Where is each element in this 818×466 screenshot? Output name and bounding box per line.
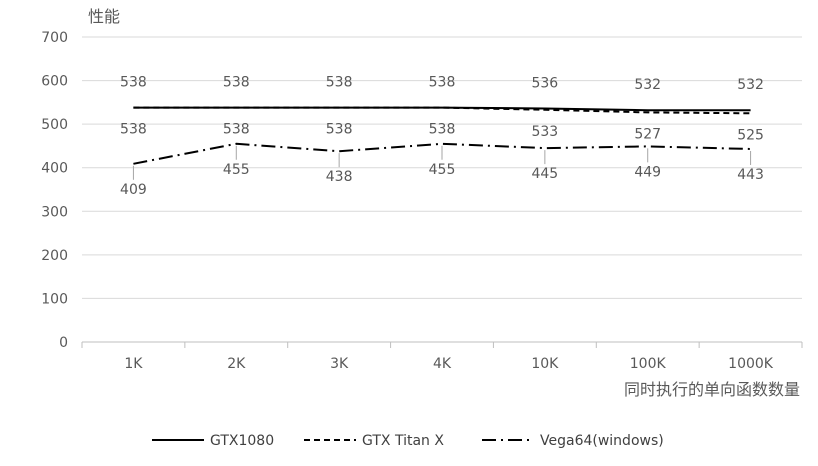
data-label: 538 xyxy=(326,122,353,138)
x-axis-title: 同时执行的单向函数数量 xyxy=(624,380,800,399)
x-axis: 1K 2K 3K 4K 10K 100K 1000K xyxy=(81,341,803,372)
x-tick-label: 3K xyxy=(330,356,349,372)
data-label: 538 xyxy=(120,122,147,138)
data-label: 445 xyxy=(531,166,558,182)
series-line xyxy=(133,106,751,115)
data-label: 538 xyxy=(120,75,147,91)
y-tick-label: 200 xyxy=(41,248,68,264)
y-tick-label: 300 xyxy=(41,204,68,220)
y-tick-label: 600 xyxy=(41,74,68,90)
x-tick-label: 2K xyxy=(227,356,246,372)
data-label: 538 xyxy=(326,75,353,91)
legend: GTX1080 GTX Titan X Vega64(windows) xyxy=(152,433,664,449)
legend-label: Vega64(windows) xyxy=(540,433,664,449)
series-lines xyxy=(133,106,751,165)
x-tick-label: 1K xyxy=(124,356,143,372)
data-label: 455 xyxy=(223,162,250,178)
y-tick-label: 100 xyxy=(41,291,68,307)
data-label: 536 xyxy=(531,75,558,91)
data-label: 533 xyxy=(531,124,558,140)
y-axis-title: 性能 xyxy=(88,7,120,26)
data-label: 438 xyxy=(326,169,353,185)
y-tick-label: 400 xyxy=(41,161,68,177)
y-tick-label: 0 xyxy=(59,335,68,351)
data-label: 409 xyxy=(120,182,147,198)
series-line xyxy=(133,142,751,165)
data-label: 538 xyxy=(429,75,456,91)
y-tick-label: 500 xyxy=(41,117,68,133)
data-label: 443 xyxy=(737,167,764,183)
y-tick-label: 700 xyxy=(41,30,68,46)
data-label: 527 xyxy=(634,126,661,142)
data-label: 455 xyxy=(429,162,456,178)
data-label: 532 xyxy=(634,77,661,93)
x-tick-label: 10K xyxy=(531,356,559,372)
data-label: 538 xyxy=(429,122,456,138)
x-tick-label: 1000K xyxy=(728,356,774,372)
data-label: 538 xyxy=(223,75,250,91)
x-tick-label: 100K xyxy=(630,356,667,372)
y-axis-ticks: 0 100 200 300 400 500 600 700 xyxy=(41,30,68,351)
data-label: 525 xyxy=(737,127,764,143)
data-label: 538 xyxy=(223,122,250,138)
x-tick-label: 4K xyxy=(433,356,452,372)
legend-label: GTX1080 xyxy=(210,433,274,449)
gridlines xyxy=(82,36,802,299)
data-label: 449 xyxy=(634,164,661,180)
data-label: 532 xyxy=(737,77,764,93)
data-labels: 538 538 409 538 538 455 538 538 438 538 538 455 536 5… xyxy=(120,75,764,198)
legend-label: GTX Titan X xyxy=(362,433,444,449)
